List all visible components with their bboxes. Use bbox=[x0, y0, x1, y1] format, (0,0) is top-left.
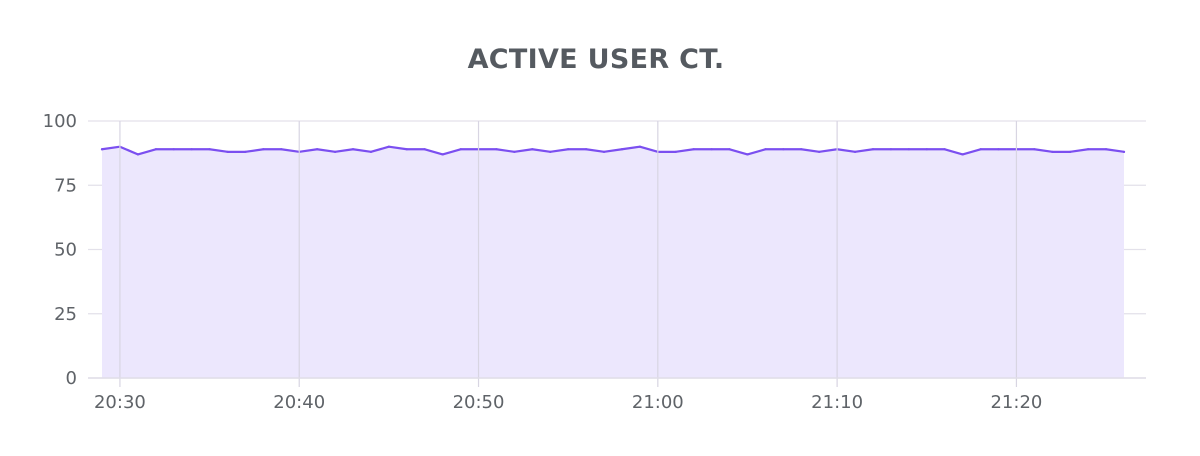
x-tick-label: 20:40 bbox=[273, 392, 325, 413]
x-tick-label: 20:30 bbox=[94, 392, 146, 413]
data-point bbox=[405, 148, 408, 151]
data-point bbox=[495, 148, 498, 151]
data-point bbox=[172, 148, 175, 151]
area-series bbox=[100, 145, 1126, 378]
data-point bbox=[674, 150, 677, 153]
data-point bbox=[1104, 148, 1108, 151]
data-point bbox=[280, 148, 283, 151]
series-line bbox=[100, 145, 1126, 156]
data-point bbox=[369, 150, 373, 153]
x-tick-label: 20:50 bbox=[453, 392, 505, 413]
area-fill bbox=[102, 146, 1124, 378]
data-point bbox=[154, 148, 157, 151]
y-tick-label: 50 bbox=[54, 240, 77, 261]
data-point bbox=[764, 148, 767, 151]
x-tick-label: 21:10 bbox=[811, 392, 863, 413]
data-point bbox=[961, 153, 964, 156]
y-tick-label: 0 bbox=[66, 368, 77, 389]
data-point bbox=[1033, 148, 1036, 151]
y-tick-label: 75 bbox=[54, 175, 77, 196]
data-point bbox=[800, 148, 803, 151]
data-point bbox=[853, 150, 857, 153]
data-point bbox=[136, 153, 139, 156]
data-point bbox=[943, 148, 946, 151]
data-point bbox=[782, 148, 785, 151]
data-point bbox=[351, 148, 355, 151]
data-point bbox=[333, 150, 337, 153]
data-point bbox=[567, 148, 570, 151]
data-point bbox=[549, 150, 552, 153]
data-point bbox=[997, 148, 1000, 151]
data-point bbox=[459, 148, 462, 151]
data-point bbox=[244, 150, 247, 153]
data-point bbox=[925, 148, 928, 151]
data-point bbox=[728, 148, 731, 151]
data-point bbox=[638, 145, 641, 148]
data-point bbox=[979, 148, 982, 151]
data-point bbox=[746, 153, 749, 156]
data-point bbox=[531, 148, 534, 151]
data-point bbox=[907, 148, 910, 151]
y-tick-label: 100 bbox=[43, 111, 77, 132]
x-tick-label: 21:00 bbox=[632, 392, 684, 413]
data-point bbox=[387, 145, 390, 148]
x-axis-ticks: 20:30 20:40 20:50 21:00 21:10 21:20 bbox=[88, 377, 1146, 413]
data-point bbox=[262, 148, 265, 151]
data-point bbox=[208, 148, 211, 151]
data-point bbox=[620, 148, 624, 151]
data-point bbox=[1069, 150, 1072, 153]
data-point bbox=[602, 150, 606, 153]
data-point bbox=[190, 148, 193, 151]
data-point bbox=[423, 148, 426, 151]
data-point bbox=[1122, 150, 1126, 153]
data-point bbox=[871, 148, 875, 151]
chart-title: ACTIVE USER CT. bbox=[467, 44, 725, 75]
data-point bbox=[441, 153, 444, 156]
data-point bbox=[710, 148, 713, 151]
data-point bbox=[316, 148, 319, 151]
x-tick-label: 21:20 bbox=[990, 392, 1042, 413]
data-point bbox=[692, 148, 695, 151]
data-point bbox=[226, 150, 229, 153]
data-point bbox=[1087, 148, 1090, 151]
data-point bbox=[513, 150, 516, 153]
y-axis-ticks: 0 25 50 75 100 bbox=[43, 111, 77, 389]
data-point bbox=[585, 148, 588, 151]
y-tick-label: 25 bbox=[54, 304, 77, 325]
data-point bbox=[818, 150, 821, 153]
data-point bbox=[1051, 150, 1054, 153]
data-point bbox=[100, 148, 104, 151]
data-point bbox=[889, 148, 893, 151]
